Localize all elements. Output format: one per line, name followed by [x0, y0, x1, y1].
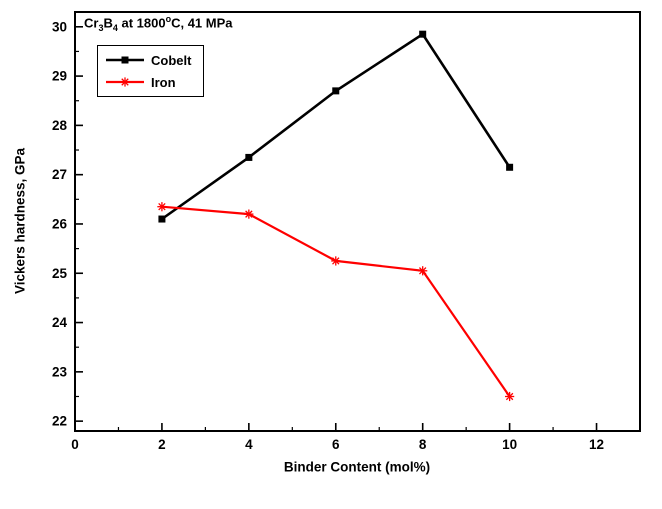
y-tick-label: 28: [52, 118, 68, 133]
legend-marker-cobelt: [106, 53, 144, 67]
y-tick-label: 29: [52, 69, 67, 84]
y-tick-label: 23: [52, 364, 68, 379]
y-tick-label: 24: [52, 315, 68, 330]
legend-marker-iron: [106, 75, 144, 89]
y-tick-label: 25: [52, 266, 68, 281]
data-point-asterisk: [121, 78, 129, 86]
x-tick-label: 0: [71, 437, 79, 452]
series-line-iron: [161, 205, 511, 398]
data-point-asterisk: [332, 257, 340, 265]
chart-annotation: Cr3B4 at 1800oC, 41 MPa: [84, 14, 233, 33]
legend: Cobelt Iron: [97, 45, 205, 97]
data-point-asterisk: [245, 210, 253, 218]
data-point-square: [245, 153, 253, 161]
y-tick-label: 26: [52, 216, 68, 231]
x-tick-label: 4: [245, 437, 253, 452]
data-point-square: [121, 56, 129, 64]
series-line-cobelt: [161, 32, 511, 221]
x-tick-label: 6: [332, 437, 340, 452]
y-tick-label: 27: [52, 167, 67, 182]
legend-item-cobelt: Cobelt: [106, 50, 191, 70]
data-point-asterisk: [505, 392, 514, 401]
x-tick-label: 12: [589, 437, 604, 452]
y-axis-label: Vickers hardness, GPa: [12, 147, 28, 295]
y-tick-label: 22: [52, 414, 67, 429]
data-point-square: [419, 30, 427, 38]
x-tick-label: 8: [419, 437, 427, 452]
data-point-square: [332, 87, 340, 95]
x-tick-label: 10: [502, 437, 517, 452]
data-point-asterisk: [158, 202, 166, 211]
data-point-asterisk: [418, 267, 427, 275]
legend-item-iron: Iron: [106, 72, 191, 92]
legend-label-iron: Iron: [151, 74, 176, 90]
data-point-square: [158, 215, 166, 223]
y-tick-label: 30: [52, 19, 67, 34]
plot-frame: [74, 11, 641, 432]
x-axis-label: Binder Content (mol%): [283, 459, 431, 475]
data-point-square: [506, 163, 514, 171]
legend-label-cobelt: Cobelt: [151, 52, 192, 68]
x-tick-label: 2: [158, 437, 166, 452]
